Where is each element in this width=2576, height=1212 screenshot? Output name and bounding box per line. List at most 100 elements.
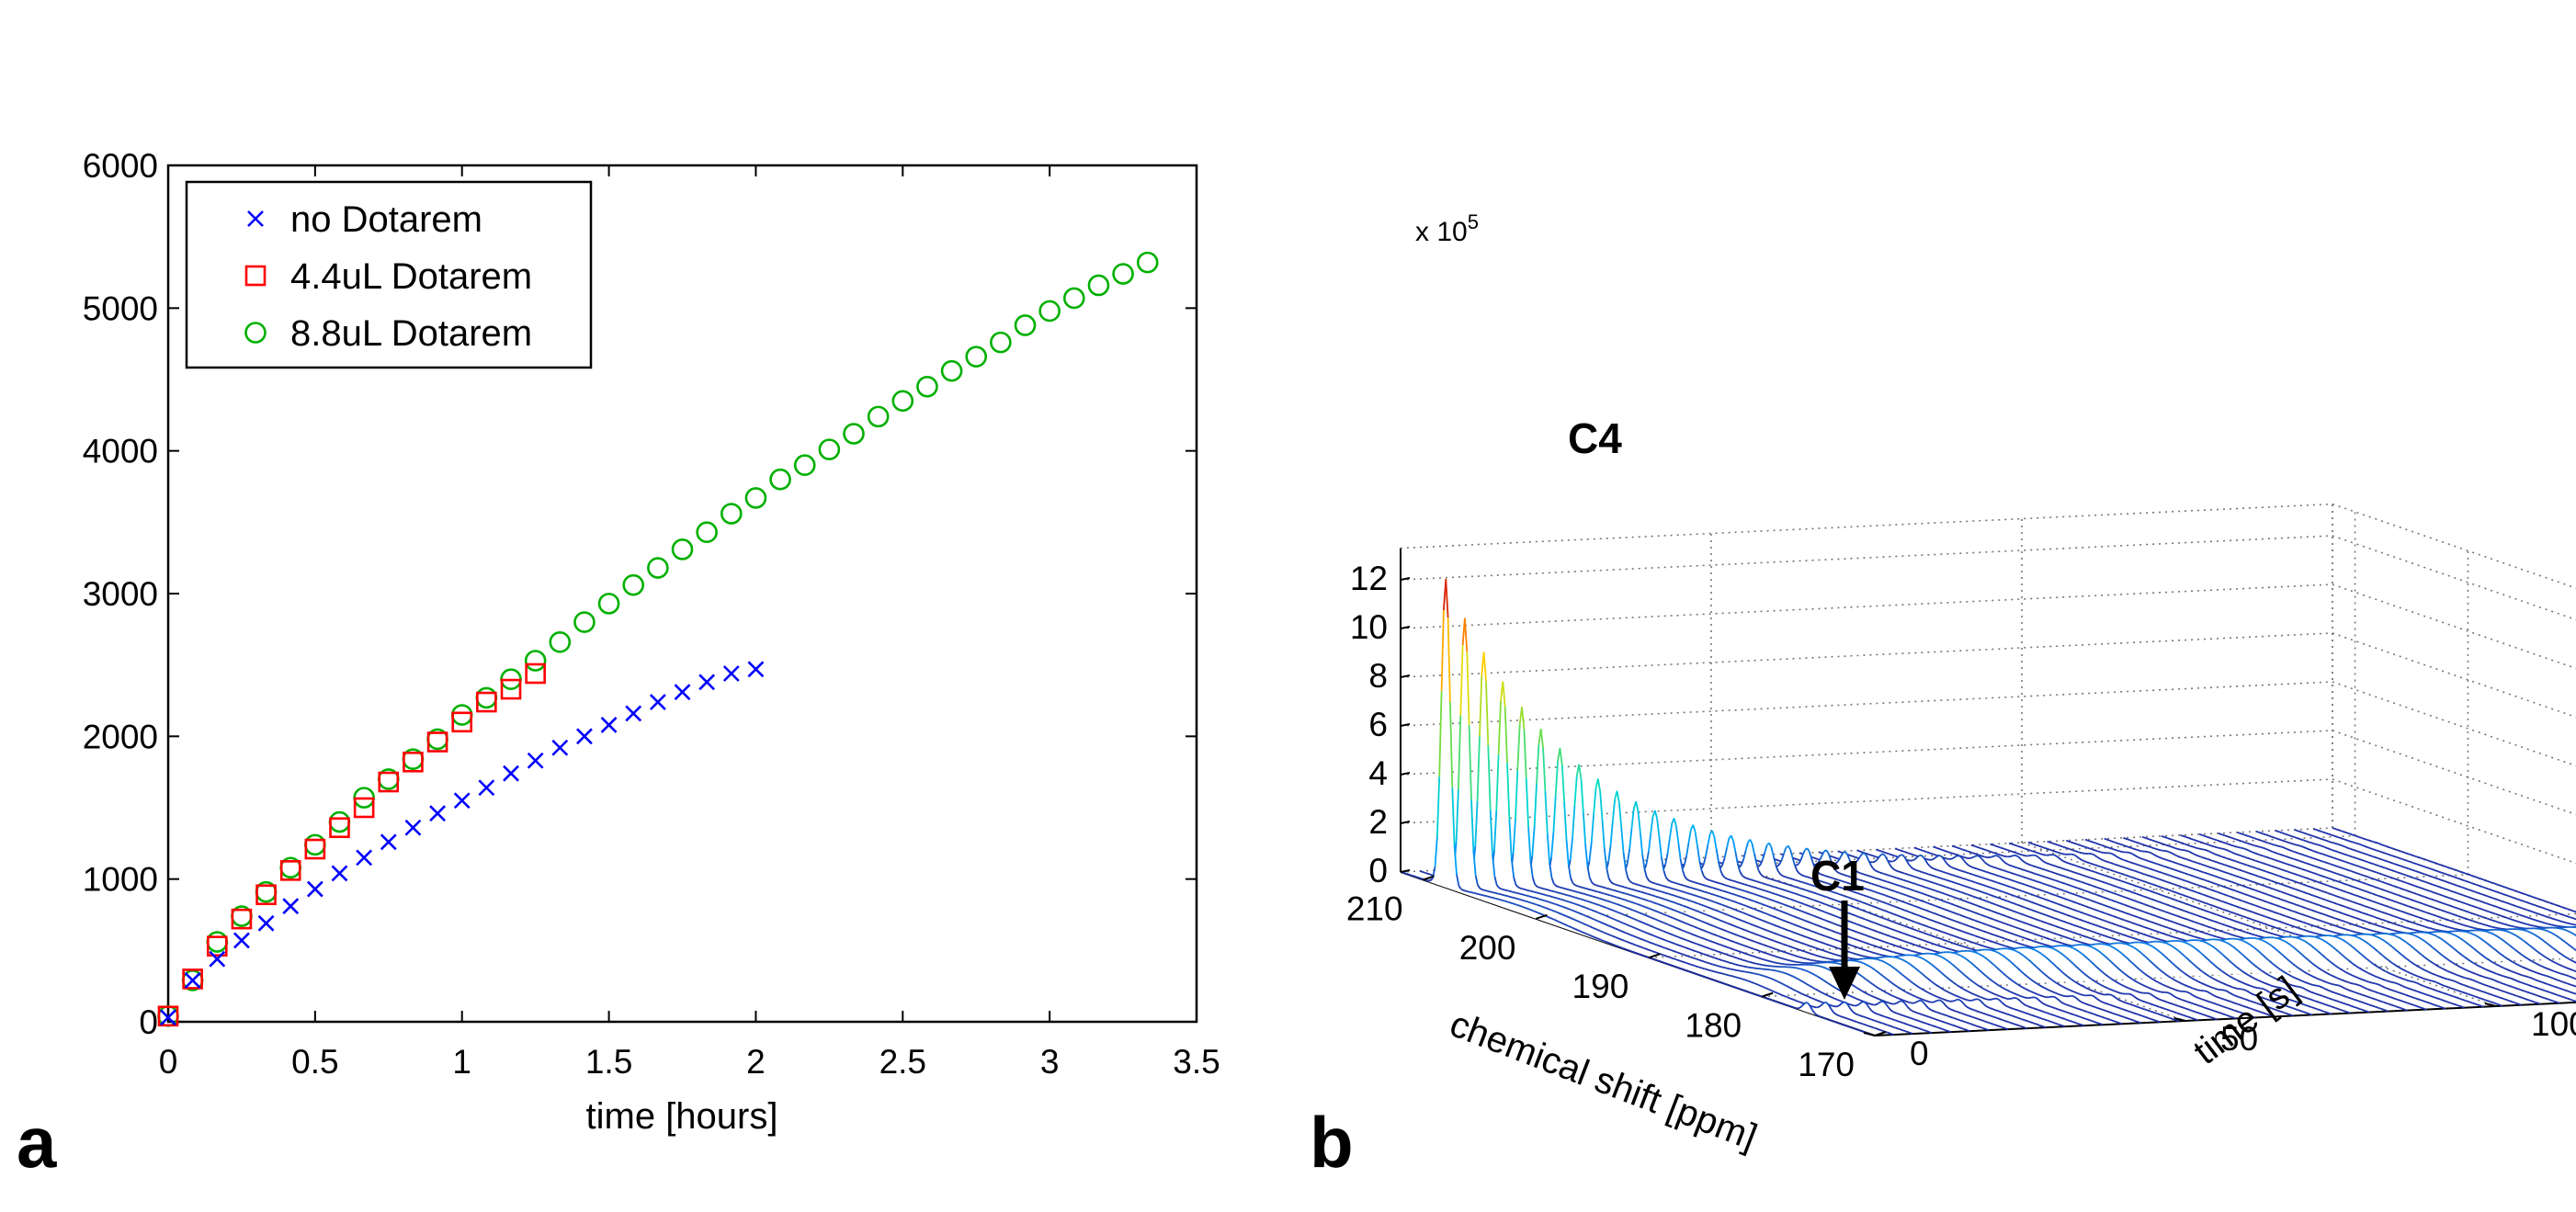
spectrum-line — [2326, 929, 2330, 932]
spectrum-line — [2434, 1003, 2437, 1007]
spectrum-line — [2309, 863, 2311, 867]
spectrum-line — [2193, 845, 2196, 849]
spectrum-line — [2446, 958, 2450, 962]
spectrum-line — [2415, 964, 2419, 968]
spectrum-line — [2263, 892, 2266, 895]
spectrum-line — [2417, 886, 2421, 889]
spectrum-line — [2299, 897, 2303, 901]
spectrum-line — [2372, 934, 2376, 937]
spectrum-line — [2455, 949, 2458, 953]
spectrum-line — [2480, 923, 2484, 925]
spectrum-line — [2316, 888, 2320, 891]
spectrum-line — [2377, 935, 2380, 939]
spectrum-line — [2525, 923, 2529, 925]
spectrum-line — [2232, 912, 2236, 915]
spectrum-line — [2277, 830, 2280, 833]
spectrum-line — [2548, 991, 2551, 994]
spectrum-line — [2248, 835, 2251, 838]
spectrum-line — [2318, 967, 2321, 970]
spectrum-line — [2450, 987, 2454, 990]
spectrum-line — [2321, 889, 2323, 892]
x-tick-label: 0.5 — [291, 1043, 338, 1081]
spectrum-line — [2493, 962, 2497, 966]
spectrum-line — [2536, 905, 2540, 908]
spectrum-line — [2427, 912, 2431, 915]
spectrum-line — [2492, 933, 2496, 936]
spectrum-line — [2536, 912, 2538, 915]
data-point-x — [233, 932, 250, 949]
spectrum-line — [2355, 949, 2359, 953]
spectrum-line — [2269, 932, 2273, 934]
spectrum-line — [2105, 875, 2109, 878]
spectrum-line — [2320, 882, 2323, 885]
spectrum-line — [2371, 900, 2375, 903]
spectrum-line — [2375, 964, 2378, 968]
spectrum-line — [2189, 851, 2193, 855]
spectrum-line — [2281, 906, 2285, 909]
spectrum-line — [2471, 946, 2476, 950]
spectrum-line — [2468, 881, 2471, 884]
data-point-circle — [1038, 300, 1061, 323]
spectrum-line — [2070, 884, 2073, 888]
spectrum-line — [2365, 980, 2368, 983]
spectrum-line — [2352, 893, 2355, 896]
spectrum-line — [2318, 889, 2321, 892]
spectrum-line — [2102, 880, 2105, 884]
spectrum-line — [2143, 873, 2147, 876]
spectrum-line — [2128, 905, 2132, 909]
spectrum-line — [2506, 887, 2510, 890]
spectrum-line — [2461, 871, 2465, 874]
spectrum-line — [2312, 901, 2316, 905]
spectrum-line — [2436, 929, 2440, 932]
spectrum-line — [2323, 913, 2327, 916]
spectrum-line — [2474, 913, 2478, 916]
spectrum-line — [2306, 855, 2309, 858]
spectrum-line — [2078, 873, 2082, 876]
spectrum-line — [2455, 989, 2457, 991]
spectrum-line — [2150, 846, 2154, 849]
spectrum-line — [2199, 923, 2203, 925]
spectrum-line — [2269, 887, 2273, 889]
data-point-circle — [916, 375, 938, 398]
spectrum-line — [2031, 864, 2035, 867]
spectrum-line — [2173, 913, 2176, 917]
spectrum-line — [2254, 926, 2258, 930]
spectrum-line — [2104, 874, 2106, 877]
spectrum-line — [2396, 923, 2400, 926]
spectrum-line — [2525, 929, 2527, 933]
spectrum-line — [2351, 863, 2355, 866]
spectrum-line — [2267, 842, 2270, 844]
spectrum-line — [2074, 878, 2077, 881]
spectrum-line — [2533, 947, 2536, 952]
spectrum-line — [2392, 900, 2396, 903]
spectrum-line — [2275, 837, 2278, 840]
spectrum-line — [2226, 910, 2230, 912]
spectrum-line — [2294, 947, 2298, 951]
spectrum-line — [2501, 892, 2504, 895]
spectrum-line — [2530, 932, 2535, 935]
spectrum-line — [2220, 847, 2224, 850]
spectrum-line — [2188, 881, 2192, 884]
spectrum-line — [2300, 875, 2304, 878]
spectrum-line — [2267, 931, 2271, 934]
spectrum-line — [1996, 855, 2001, 858]
spectrum-line — [2275, 852, 2279, 855]
spectrum-line — [2225, 848, 2229, 852]
data-point-circle — [328, 810, 351, 833]
spectrum-line — [2274, 858, 2277, 862]
spectrum-line — [2070, 869, 2072, 873]
spectrum-line — [2455, 934, 2458, 937]
spectrum-line — [2482, 878, 2486, 881]
spectrum-line — [2554, 911, 2558, 914]
spectrum-line — [2502, 923, 2505, 925]
spectrum-line — [2491, 960, 2495, 964]
legend-marker-circle — [244, 322, 267, 344]
spectrum-line — [2332, 946, 2336, 950]
spectrum-line — [2044, 876, 2048, 878]
spectrum-line — [2196, 854, 2199, 857]
spectrum-line — [2304, 914, 2308, 917]
spectrum-line — [2450, 905, 2454, 908]
spectrum-line — [2036, 873, 2039, 876]
spectrum-line — [2550, 959, 2554, 963]
spectrum-line — [2222, 870, 2225, 873]
